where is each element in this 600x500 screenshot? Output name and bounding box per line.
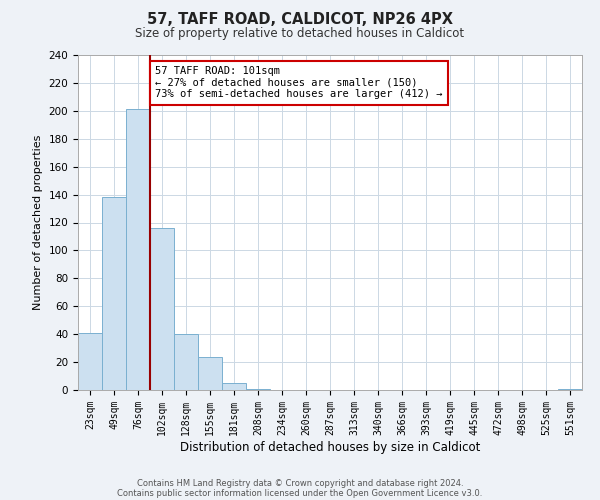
Bar xyxy=(558,388,582,390)
Bar xyxy=(150,228,174,390)
Text: 57 TAFF ROAD: 101sqm
← 27% of detached houses are smaller (150)
73% of semi-deta: 57 TAFF ROAD: 101sqm ← 27% of detached h… xyxy=(155,66,442,100)
Text: Contains public sector information licensed under the Open Government Licence v3: Contains public sector information licen… xyxy=(118,488,482,498)
Bar xyxy=(198,356,222,390)
Text: Size of property relative to detached houses in Caldicot: Size of property relative to detached ho… xyxy=(136,28,464,40)
Bar xyxy=(222,383,246,390)
Bar xyxy=(126,110,150,390)
Y-axis label: Number of detached properties: Number of detached properties xyxy=(33,135,43,310)
Text: 57, TAFF ROAD, CALDICOT, NP26 4PX: 57, TAFF ROAD, CALDICOT, NP26 4PX xyxy=(147,12,453,28)
Bar xyxy=(174,334,198,390)
Bar xyxy=(78,333,102,390)
X-axis label: Distribution of detached houses by size in Caldicot: Distribution of detached houses by size … xyxy=(180,440,480,454)
Text: Contains HM Land Registry data © Crown copyright and database right 2024.: Contains HM Land Registry data © Crown c… xyxy=(137,478,463,488)
Bar xyxy=(102,198,126,390)
Bar xyxy=(246,388,270,390)
